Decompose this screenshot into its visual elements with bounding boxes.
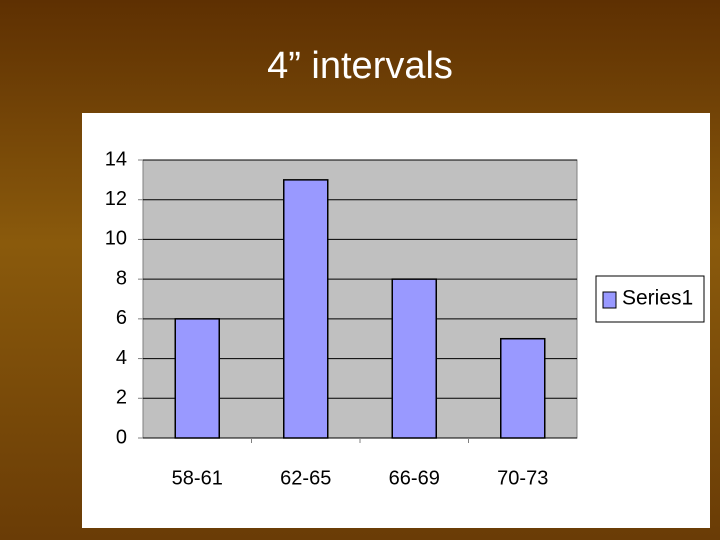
y-tick-label: 0	[116, 426, 127, 448]
y-tick-label: 14	[105, 148, 127, 170]
slide-title: 4” intervals	[267, 45, 453, 87]
y-tick-label: 2	[116, 387, 127, 409]
legend-swatch	[602, 291, 617, 309]
y-tick-label: 8	[116, 267, 127, 289]
x-tick-label: 66-69	[389, 467, 440, 489]
bar	[283, 179, 329, 439]
y-tick-label: 10	[105, 228, 127, 250]
y-tick-label: 4	[116, 347, 127, 369]
y-tick-label: 6	[116, 307, 127, 329]
bar	[391, 278, 437, 439]
legend-label: Series1	[622, 287, 693, 310]
bar	[500, 337, 546, 439]
legend-box	[595, 275, 705, 323]
x-tick-label: 58-61	[172, 467, 223, 489]
x-tick-label: 70-73	[497, 467, 548, 489]
legend	[595, 275, 705, 323]
y-tick-label: 12	[105, 188, 127, 210]
bar	[174, 318, 220, 439]
x-tick-label: 62-65	[280, 467, 331, 489]
